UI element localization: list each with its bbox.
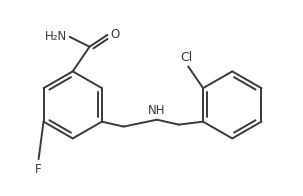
Text: Cl: Cl	[180, 52, 192, 64]
Text: O: O	[110, 28, 120, 41]
Text: F: F	[35, 163, 42, 176]
Text: NH: NH	[148, 104, 166, 117]
Text: H₂N: H₂N	[45, 30, 67, 43]
